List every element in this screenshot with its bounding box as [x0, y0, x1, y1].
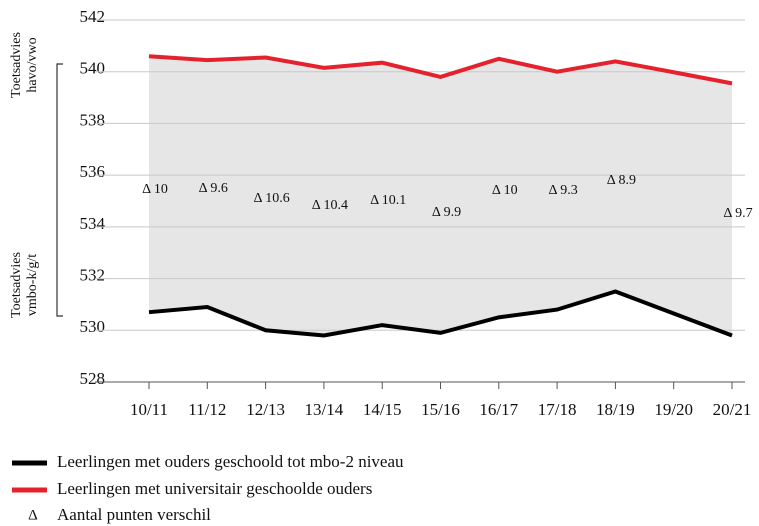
- x-tick-label: 15/16: [421, 400, 460, 419]
- y-tick-label: 528: [80, 369, 106, 388]
- x-tick-label: 19/20: [654, 400, 693, 419]
- side-label: havo/vwo: [25, 37, 40, 92]
- legend-label: Aantal punten verschil: [57, 505, 211, 524]
- difference-label: Δ 10.4: [312, 198, 348, 213]
- y-tick-label: 532: [80, 265, 106, 284]
- x-tick-label: 10/11: [130, 400, 168, 419]
- x-tick-label: 18/19: [596, 400, 635, 419]
- y-tick-label: 536: [80, 162, 106, 181]
- series-line: [148, 289, 733, 338]
- x-tick-label: 11/12: [188, 400, 226, 419]
- legend-label: Leerlingen met universitair geschoolde o…: [57, 479, 372, 498]
- difference-label: Δ 9.9: [432, 205, 461, 220]
- series-line: [148, 54, 733, 86]
- y-tick-label: 542: [80, 7, 106, 26]
- side-label: vmbo-k/g/t: [25, 254, 40, 316]
- difference-label: Δ 10: [492, 183, 518, 198]
- y-tick-label: 534: [80, 214, 106, 233]
- x-tick-label: 13/14: [305, 400, 344, 419]
- difference-label: Δ 8.9: [607, 173, 636, 188]
- difference-label: Δ 9.3: [548, 183, 577, 198]
- legend-label: Leerlingen met ouders geschoold tot mbo-…: [57, 452, 404, 471]
- x-tick-label: 17/18: [538, 400, 577, 419]
- x-tick-label: 16/17: [479, 400, 518, 419]
- y-tick-label: 538: [80, 110, 106, 129]
- y-tick-label: 530: [80, 317, 106, 336]
- x-tick-label: 12/13: [246, 400, 285, 419]
- gap-area: [149, 56, 732, 336]
- difference-label: Δ 9.7: [723, 206, 752, 221]
- difference-label: Δ 10: [142, 182, 168, 197]
- difference-label: Δ 10.1: [370, 193, 406, 208]
- side-label: Toetsadvies: [9, 252, 24, 318]
- side-bracket: [56, 63, 63, 317]
- legend-symbol: Δ: [28, 507, 38, 523]
- difference-label: Δ 9.6: [199, 181, 228, 196]
- side-label: Toetsadvies: [9, 32, 24, 98]
- difference-label: Δ 10.6: [253, 191, 289, 206]
- x-tick-label: 20/21: [713, 400, 752, 419]
- y-tick-label: 540: [80, 59, 106, 78]
- x-tick-label: 14/15: [363, 400, 402, 419]
